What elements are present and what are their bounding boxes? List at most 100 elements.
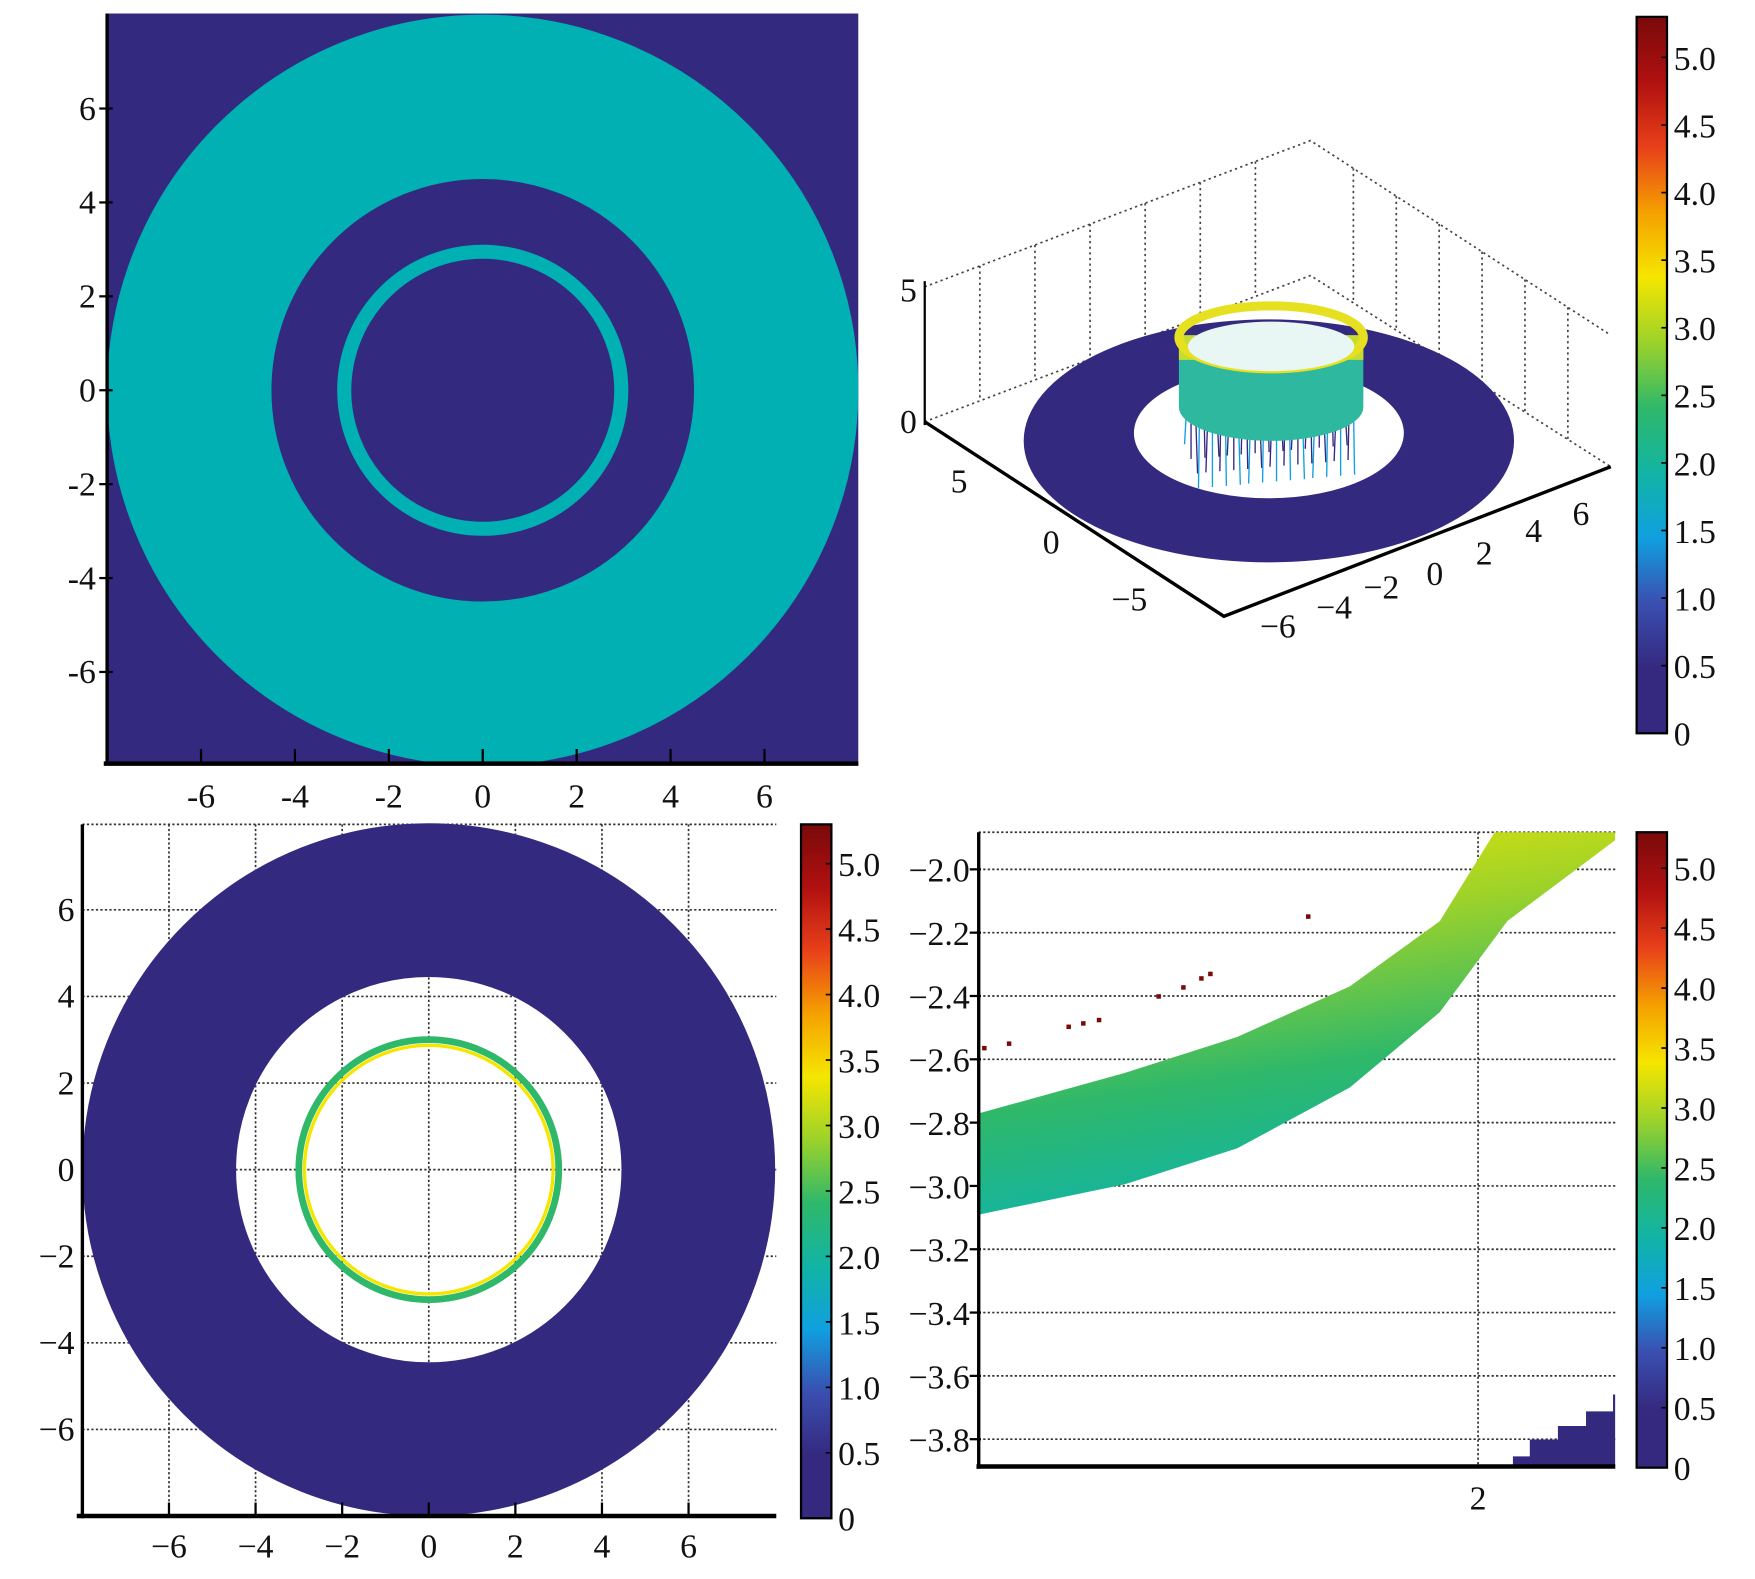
box-top-edges xyxy=(924,139,1612,336)
colorbar-tick-label: 1.5 xyxy=(838,1305,880,1342)
teal-annulus-0 xyxy=(107,14,859,763)
y-tick-label: -2 xyxy=(68,466,96,503)
y-tick-label: 2 xyxy=(58,1065,75,1102)
x-tick-label: −6 xyxy=(1260,609,1296,646)
top-left-panel: -6 -4 -2 0 2 4 6 6 4 2 0 -2 -4 -6 xyxy=(68,13,859,815)
y-tick-label: −2.8 xyxy=(909,1106,970,1143)
colorbar-gradient xyxy=(1635,15,1669,735)
x-tick-label: −4 xyxy=(1316,590,1352,627)
y-tick-label: −5 xyxy=(1111,582,1147,619)
y-tick-label: −2.0 xyxy=(909,853,970,890)
outlier-point xyxy=(1096,1017,1102,1023)
x-tick-label: 4 xyxy=(662,778,679,815)
y-tick-label: 0 xyxy=(58,1152,75,1189)
x-tick-label: −2 xyxy=(1363,569,1399,606)
y-tick-label: −3.2 xyxy=(909,1233,970,1270)
colorbar-tick-label: 4.5 xyxy=(1674,108,1716,145)
x-tick-label: 6 xyxy=(1573,496,1590,533)
y-tick-label: -4 xyxy=(68,560,96,597)
colorbar-gradient xyxy=(1635,831,1669,1469)
y-tick-label: −3.0 xyxy=(909,1169,970,1206)
bottom-left-panel: −6 −4 −2 0 2 4 6 6 4 2 0 −2 −4 −6 xyxy=(39,823,777,1566)
y-tick-label: 6 xyxy=(58,892,75,929)
x-tick-label: 6 xyxy=(756,778,773,815)
colorbar-tick-label: 1.0 xyxy=(1674,581,1716,618)
y-tick-label: −3.6 xyxy=(909,1359,970,1396)
ring-outer xyxy=(295,1036,563,1303)
outlier-point xyxy=(1305,914,1311,919)
plot-area xyxy=(107,13,859,763)
colorbar-1: 5.0 4.5 4.0 3.5 3.0 2.5 2.0 1.5 1.0 0.5 0 xyxy=(799,823,880,1539)
colorbar-tick-label: 0 xyxy=(1674,1451,1691,1488)
colorbar-tick-label: 1.0 xyxy=(1674,1331,1716,1368)
x-tick-label: 0 xyxy=(474,778,491,815)
y-tick-label: −2 xyxy=(39,1238,75,1275)
outlier-point xyxy=(1066,1024,1071,1030)
colorbar-tick-label: 5.0 xyxy=(1674,852,1716,889)
x-tick-label: 2 xyxy=(507,1529,524,1566)
colorbar-tick-label: 3.0 xyxy=(1674,311,1716,348)
colorbar-tick-label: 1.5 xyxy=(1674,1271,1716,1308)
ring-inner xyxy=(302,1043,555,1296)
ring-wall xyxy=(1178,337,1364,441)
colorbar-tick-label: 0 xyxy=(1674,717,1691,754)
colorbar-tick-label: 2.0 xyxy=(838,1240,880,1277)
y-tick-label: 4 xyxy=(79,185,96,222)
colorbar-tick-label: 1.5 xyxy=(1674,514,1716,551)
colorbar-tick-label: 4.0 xyxy=(1674,971,1716,1008)
colorbar-tick-label: 4.5 xyxy=(1674,912,1716,949)
disk-corner xyxy=(1512,1394,1616,1468)
y-tick-label: 2 xyxy=(79,279,96,316)
x-tick-label: −2 xyxy=(324,1529,360,1566)
y-tick-label: 4 xyxy=(58,979,75,1016)
outlier-point xyxy=(1156,994,1161,999)
z-tick-label: 0 xyxy=(900,404,917,441)
y-tick-label: −2.2 xyxy=(909,916,970,953)
y-tick-label: −3.8 xyxy=(909,1423,970,1460)
bottom-right-panel: −2.0 −2.2 −2.4 −2.6 −2.8 −3.0 −3.2 −3.4 −3.6 −3.8… xyxy=(909,831,1616,1517)
x-tick-label: −4 xyxy=(238,1529,274,1566)
y-tick-label: 6 xyxy=(79,91,96,128)
x-tick-label: 0 xyxy=(1426,556,1443,593)
dark-annulus xyxy=(82,823,776,1517)
x-tick-label: −6 xyxy=(151,1529,187,1566)
ring-band xyxy=(978,832,1616,1215)
colorbar-tick-label: 3.5 xyxy=(1674,244,1716,281)
x-tick-label: 0 xyxy=(420,1529,437,1566)
y-tick-label: 0 xyxy=(79,372,96,409)
teal-annulus-1 xyxy=(337,244,629,536)
plot-area xyxy=(978,832,1616,1468)
colorbar-tick-label: 4.0 xyxy=(1674,176,1716,213)
outlier-point xyxy=(1199,976,1204,981)
outlier-point xyxy=(1208,971,1213,977)
colorbar-tick-label: 0.5 xyxy=(1674,1391,1716,1428)
y-tick-label: -6 xyxy=(68,654,96,691)
colorbar-tick-label: 3.0 xyxy=(838,1109,880,1146)
colorbars: 5.0 4.5 4.0 3.5 3.0 2.5 2.0 1.5 1.0 0.5 0 5.0 4.5 4.0… xyxy=(799,15,1716,1539)
colorbar-tick-label: 4.0 xyxy=(838,978,880,1015)
colorbar-tick-label: 0.5 xyxy=(1674,649,1716,686)
colorbar-tick-label: 5.0 xyxy=(838,847,880,884)
base-axes xyxy=(923,420,1612,619)
x-tick-label: -6 xyxy=(187,778,215,815)
y-tick-label: −3.4 xyxy=(909,1296,970,1333)
colorbar-tick-label: 2.0 xyxy=(1674,1211,1716,1248)
colorbar-gradient xyxy=(799,823,833,1520)
x-tick-label: 4 xyxy=(1525,513,1542,550)
outlier-point xyxy=(1181,985,1186,990)
outlier-point xyxy=(982,1045,987,1051)
x-tick-label: 2 xyxy=(1476,536,1493,573)
y-tick-label: −6 xyxy=(39,1412,75,1449)
y-tick-label: −2.6 xyxy=(909,1043,970,1080)
y-tick-label: 5 xyxy=(951,464,968,501)
colorbar-tick-label: 5.0 xyxy=(1674,41,1716,78)
z-tick-label: 5 xyxy=(900,272,917,309)
colorbar-tick-label: 0 xyxy=(838,1502,855,1539)
outlier-point xyxy=(1081,1021,1086,1026)
colorbar-tick-label: 2.5 xyxy=(1674,1151,1716,1188)
x-tick-label: 4 xyxy=(594,1529,611,1566)
colorbar-0: 5.0 4.5 4.0 3.5 3.0 2.5 2.0 1.5 1.0 0.5 0 xyxy=(1635,15,1716,754)
colorbar-tick-label: 3.5 xyxy=(838,1043,880,1080)
